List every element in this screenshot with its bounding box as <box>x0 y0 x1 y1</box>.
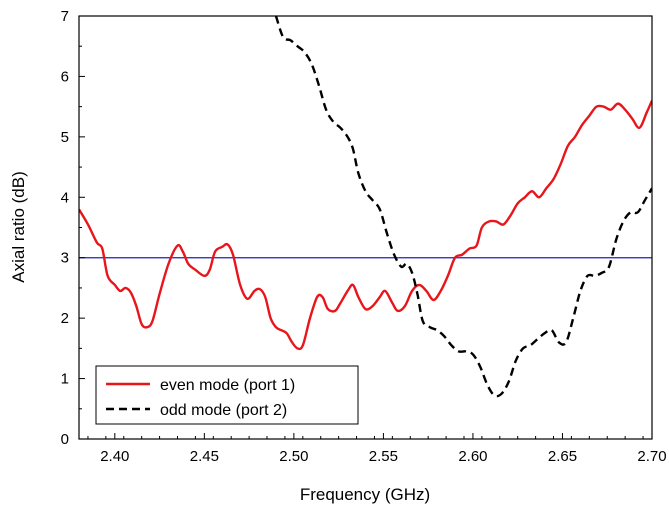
x-tick-label: 2.60 <box>458 448 487 465</box>
legend-box <box>95 365 359 425</box>
x-tick-label: 2.70 <box>637 448 666 465</box>
legend-label-even-mode: even mode (port 1) <box>160 377 295 394</box>
y-tick-label: 0 <box>61 431 69 448</box>
x-tick-label: 2.55 <box>369 448 398 465</box>
x-tick-label: 2.45 <box>190 448 219 465</box>
x-tick-label: 2.40 <box>100 448 129 465</box>
x-axis-title: Frequency (GHz) <box>300 485 430 504</box>
legend-label-odd-mode: odd mode (port 2) <box>160 402 287 419</box>
series-line-even-mode <box>79 100 652 351</box>
y-axis-title: Axial ratio (dB) <box>9 171 28 282</box>
legend: even mode (port 1) odd mode (port 2) <box>95 365 359 425</box>
series-line-odd-mode <box>274 16 652 398</box>
y-tick-label: 7 <box>61 8 69 25</box>
y-tick-label: 4 <box>61 189 69 206</box>
y-tick-label: 3 <box>61 250 69 267</box>
x-tick-label: 2.50 <box>279 448 308 465</box>
y-tick-label: 5 <box>61 129 69 146</box>
x-tick-label: 2.65 <box>548 448 577 465</box>
y-tick-label: 6 <box>61 68 69 85</box>
y-tick-label: 2 <box>61 310 69 327</box>
y-tick-label: 1 <box>61 371 69 388</box>
